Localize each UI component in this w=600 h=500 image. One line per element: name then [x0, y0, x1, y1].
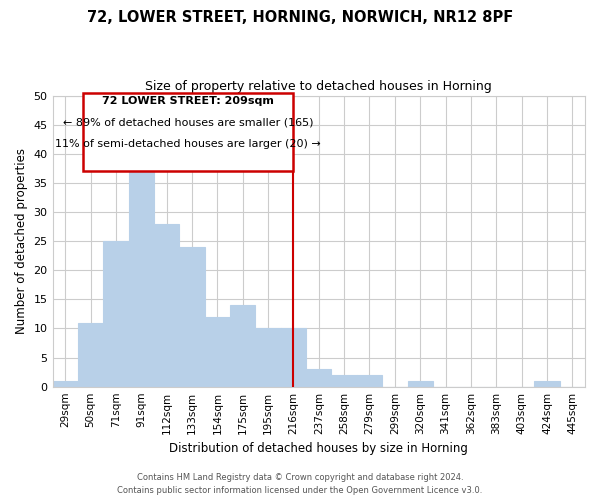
- Bar: [357, 375, 382, 386]
- Bar: [534, 381, 560, 386]
- Bar: [154, 224, 179, 386]
- Bar: [103, 241, 128, 386]
- Bar: [331, 375, 357, 386]
- Text: 11% of semi-detached houses are larger (20) →: 11% of semi-detached houses are larger (…: [55, 138, 321, 148]
- Bar: [205, 317, 230, 386]
- Bar: [128, 148, 154, 386]
- Bar: [78, 322, 103, 386]
- Bar: [179, 247, 205, 386]
- Text: 72, LOWER STREET, HORNING, NORWICH, NR12 8PF: 72, LOWER STREET, HORNING, NORWICH, NR12…: [87, 10, 513, 25]
- Bar: [256, 328, 281, 386]
- Text: 72 LOWER STREET: 209sqm: 72 LOWER STREET: 209sqm: [102, 96, 274, 106]
- Y-axis label: Number of detached properties: Number of detached properties: [15, 148, 28, 334]
- Bar: [407, 381, 433, 386]
- Bar: [306, 369, 331, 386]
- Title: Size of property relative to detached houses in Horning: Size of property relative to detached ho…: [145, 80, 492, 93]
- FancyBboxPatch shape: [83, 92, 293, 171]
- Bar: [53, 381, 78, 386]
- Text: ← 89% of detached houses are smaller (165): ← 89% of detached houses are smaller (16…: [63, 118, 313, 128]
- Bar: [230, 305, 256, 386]
- Text: Contains HM Land Registry data © Crown copyright and database right 2024.
Contai: Contains HM Land Registry data © Crown c…: [118, 474, 482, 495]
- Bar: [281, 328, 306, 386]
- X-axis label: Distribution of detached houses by size in Horning: Distribution of detached houses by size …: [169, 442, 468, 455]
